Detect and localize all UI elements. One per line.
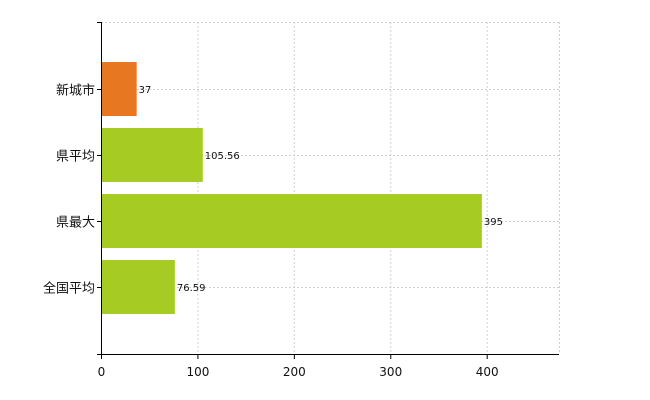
bar xyxy=(102,128,203,182)
bar xyxy=(102,194,482,248)
category-label: 県最大 xyxy=(56,216,95,231)
x-tick-label: 200 xyxy=(283,365,306,379)
data-label: 76.59 xyxy=(177,283,206,294)
x-tick-label: 300 xyxy=(379,365,402,379)
x-tick-label: 0 xyxy=(98,365,106,379)
bars xyxy=(102,62,482,314)
data-label: 37 xyxy=(139,85,152,96)
category-label: 全国平均 xyxy=(43,281,95,297)
data-label: 395 xyxy=(484,217,503,228)
category-label: 県平均 xyxy=(56,150,95,165)
x-tick-label: 400 xyxy=(476,365,499,379)
bar xyxy=(102,62,137,116)
category-label: 新城市 xyxy=(56,83,95,99)
bar xyxy=(102,260,175,314)
data-label: 105.56 xyxy=(205,151,240,162)
x-tick-label: 100 xyxy=(186,365,209,379)
axes xyxy=(97,22,559,359)
